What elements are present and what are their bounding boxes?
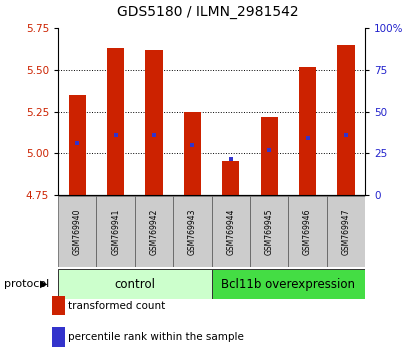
Text: percentile rank within the sample: percentile rank within the sample [68,332,244,342]
Text: GSM769944: GSM769944 [226,209,235,255]
Text: control: control [115,278,155,291]
Text: GSM769943: GSM769943 [188,209,197,255]
Text: protocol: protocol [4,279,49,289]
Bar [107,48,124,195]
Bar [173,196,212,267]
Text: GDS5180 / ILMN_2981542: GDS5180 / ILMN_2981542 [117,5,298,19]
Bar [212,269,365,299]
Bar [299,67,316,195]
Bar [96,196,135,267]
Bar [58,269,212,299]
Bar [68,95,86,195]
Bar [250,196,288,267]
Text: transformed count: transformed count [68,301,166,310]
Bar [222,161,239,195]
Bar [288,196,327,267]
Bar [58,196,96,267]
Bar [135,196,173,267]
Bar [184,112,201,195]
Text: Bcl11b overexpression: Bcl11b overexpression [222,278,355,291]
Bar [261,116,278,195]
Text: GSM769940: GSM769940 [73,209,82,255]
Bar [145,50,163,195]
Text: GSM769945: GSM769945 [265,209,274,255]
Bar [212,196,250,267]
Text: GSM769946: GSM769946 [303,209,312,255]
Text: ▶: ▶ [40,279,47,289]
Text: GSM769942: GSM769942 [149,209,159,255]
Text: GSM769947: GSM769947 [342,209,351,255]
Text: GSM769941: GSM769941 [111,209,120,255]
Bar [327,196,365,267]
Bar [337,45,355,195]
